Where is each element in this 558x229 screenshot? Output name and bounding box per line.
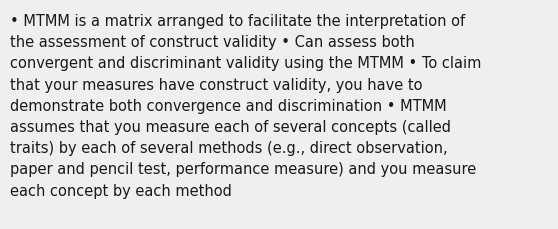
Text: • MTMM is a matrix arranged to facilitate the interpretation of
the assessment o: • MTMM is a matrix arranged to facilitat… — [10, 14, 482, 198]
